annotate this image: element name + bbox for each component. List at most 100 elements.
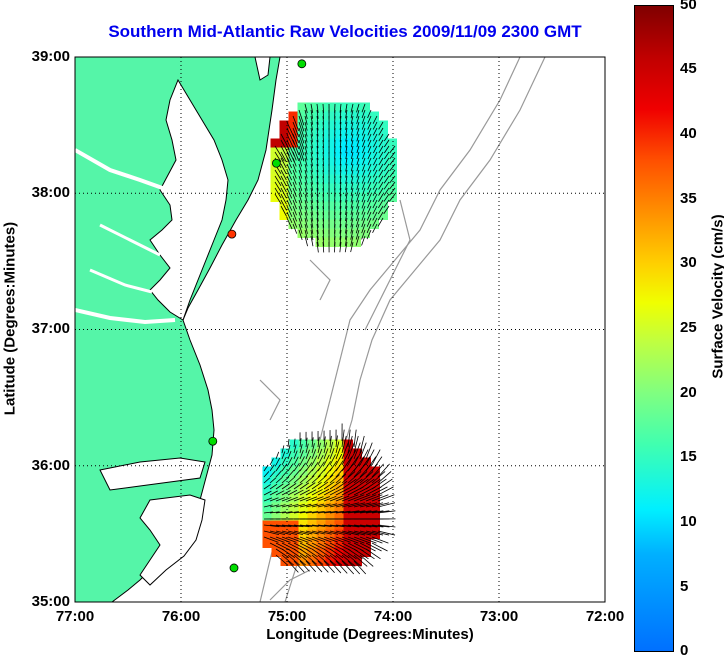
velocity-cell	[279, 138, 289, 148]
velocity-arrow	[305, 511, 319, 514]
velocity-arrow	[339, 121, 342, 131]
velocity-arrow	[356, 187, 360, 197]
velocity-arrow	[292, 175, 297, 185]
velocity-cell	[333, 156, 343, 166]
map-title: Southern Mid-Atlantic Raw Velocities 200…	[108, 22, 582, 41]
velocity-arrow	[373, 151, 378, 160]
velocity-arrow	[356, 103, 360, 113]
velocity-arrow	[359, 542, 376, 552]
velocity-arrow	[316, 205, 319, 216]
velocity-arrow	[372, 211, 378, 221]
velocity-arrow	[269, 504, 280, 508]
velocity-arrow	[281, 511, 293, 514]
velocity-arrow	[298, 115, 305, 132]
velocity-arrow	[310, 163, 313, 173]
velocity-cell	[298, 538, 308, 548]
velocity-arrow	[305, 489, 317, 496]
velocity-arrow	[359, 471, 374, 484]
velocity-arrow	[311, 455, 318, 466]
velocity-arrow	[310, 181, 314, 191]
velocity-arrow	[293, 542, 308, 551]
velocity-arrow	[310, 169, 314, 179]
velocity-arrow	[322, 163, 324, 173]
velocity-cell	[279, 120, 289, 130]
velocity-arrow	[356, 199, 360, 209]
velocity-arrow	[350, 223, 354, 234]
velocity-arrow	[298, 109, 305, 126]
velocity-arrow	[281, 497, 292, 502]
velocity-arrow	[269, 470, 276, 478]
velocity-arrow	[322, 121, 324, 131]
velocity-arrow	[350, 145, 354, 154]
velocity-arrow	[335, 510, 351, 514]
velocity-cell	[298, 457, 308, 467]
velocity-arrow	[316, 103, 319, 114]
velocity-cell	[351, 138, 361, 148]
velocity-arrow	[317, 496, 330, 502]
velocity-arrow	[350, 205, 354, 215]
velocity-cell	[280, 538, 290, 548]
velocity-cell	[334, 511, 344, 521]
velocity-arrow	[317, 448, 323, 460]
velocity-arrow	[310, 109, 314, 119]
velocity-arrow	[304, 163, 308, 173]
velocity-arrow	[353, 530, 372, 536]
velocity-arrow	[359, 442, 367, 460]
velocity-arrow	[347, 530, 366, 536]
velocity-arrow	[372, 181, 378, 190]
velocity-arrow	[329, 435, 332, 448]
velocity-cell	[270, 138, 280, 148]
velocity-arrow	[299, 530, 313, 535]
velocity-cell	[280, 556, 290, 566]
velocity-arrow	[341, 442, 349, 460]
velocity-arrow	[347, 456, 359, 472]
velocity-arrow	[345, 103, 348, 113]
velocity-cell	[333, 147, 343, 157]
velocity-arrow	[292, 181, 297, 191]
velocity-arrow	[263, 511, 274, 514]
velocity-arrow	[367, 151, 372, 160]
velocity-cell	[280, 484, 290, 494]
velocity-arrow	[316, 241, 319, 253]
velocity-cell	[262, 511, 272, 521]
velocity-arrow	[274, 181, 282, 193]
velocity-arrow	[316, 157, 319, 167]
velocity-arrow	[378, 193, 384, 202]
velocity-arrow	[350, 187, 354, 197]
velocity-arrow	[298, 163, 303, 173]
x-tick-label: 74:00	[373, 608, 413, 625]
velocity-cell	[351, 129, 361, 139]
velocity-arrow	[378, 127, 384, 136]
velocity-arrow	[322, 217, 325, 228]
velocity-arrow	[322, 115, 324, 125]
velocity-cell	[333, 183, 343, 193]
velocity-arrow	[378, 199, 384, 209]
velocity-arrow	[372, 169, 378, 178]
velocity-arrow	[322, 139, 324, 149]
velocity-cell	[297, 174, 307, 184]
velocity-arrow	[304, 223, 308, 234]
velocity-arrow	[359, 524, 378, 528]
velocity-arrow	[367, 157, 372, 166]
velocity-cell	[280, 502, 290, 512]
velocity-arrow	[362, 139, 366, 148]
velocity-arrow	[355, 235, 360, 246]
velocity-cell	[315, 156, 325, 166]
velocity-arrow	[378, 175, 384, 184]
velocity-arrow	[339, 223, 342, 234]
velocity-arrow	[341, 449, 351, 466]
velocity-arrow	[371, 463, 384, 478]
velocity-arrow	[298, 199, 303, 210]
velocity-cell	[298, 529, 308, 539]
velocity-arrow	[269, 542, 284, 551]
velocity-arrow	[371, 542, 388, 552]
velocity-arrow	[317, 536, 332, 543]
x-tick-label: 72:00	[585, 608, 625, 625]
velocity-arrow	[362, 151, 366, 160]
velocity-arrow	[377, 486, 394, 496]
velocity-cell	[334, 556, 344, 566]
velocity-arrow	[322, 187, 325, 197]
velocity-arrow	[383, 205, 390, 215]
velocity-arrow	[311, 536, 326, 543]
velocity-arrow	[329, 560, 342, 574]
